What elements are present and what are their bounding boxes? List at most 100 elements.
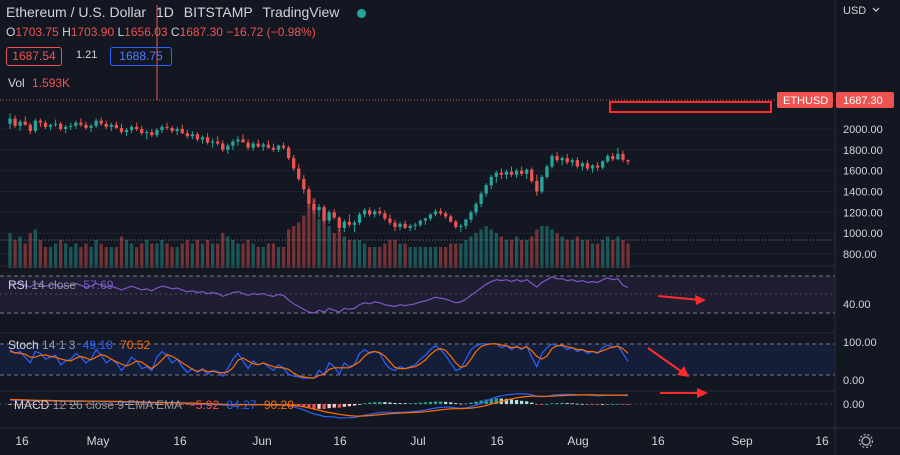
macd-hist-bar — [560, 402, 564, 404]
macd-hist-bar — [53, 404, 58, 405]
macd-hist-bar — [595, 404, 600, 405]
candle — [256, 143, 260, 147]
macd-hist-bar — [8, 404, 12, 405]
volume-bar — [18, 236, 22, 268]
rsi-tick-label: 40.00 — [843, 299, 871, 311]
candle — [43, 122, 48, 127]
candle — [616, 153, 620, 160]
macd-hist-bar — [352, 404, 357, 406]
macd-hist-bar — [626, 404, 630, 405]
volume-bar — [519, 240, 524, 268]
candle — [317, 207, 321, 211]
candle — [53, 123, 58, 125]
candle — [525, 169, 529, 174]
price-tick-label: 800.00 — [843, 249, 877, 261]
volume-bar — [383, 243, 387, 268]
stoch-d-value: 70.52 — [120, 338, 151, 352]
macd-hist-bar — [43, 404, 48, 405]
volume-bar — [200, 243, 205, 268]
macd-hist-bar — [555, 403, 559, 404]
macd-signal-value: 90.20 — [263, 398, 294, 412]
candle — [134, 126, 139, 129]
macd-hist-bar — [530, 402, 534, 404]
candle — [231, 141, 235, 146]
volume-bar — [555, 233, 559, 268]
volume-bar — [99, 243, 103, 268]
ohlc-row: O1703.75 H1703.90 L1656.03 C1687.30 −16.… — [6, 25, 316, 39]
stoch-legend[interactable]: Stoch 14 1 3 49.18 70.52 — [8, 338, 150, 352]
candle — [119, 127, 124, 133]
candle — [342, 221, 346, 228]
volume-bar — [565, 240, 569, 268]
candle — [109, 124, 113, 127]
candlestick-series[interactable] — [8, 113, 630, 233]
rsi-label: RSI — [8, 278, 29, 292]
macd-label: MACD — [14, 398, 50, 412]
candle — [236, 139, 240, 142]
annotation-arrow-rsi[interactable] — [657, 295, 706, 305]
volume-bar — [352, 240, 357, 268]
price-axis[interactable]: 800.00 1000.00 1200.00 1400.00 1600.00 1800.0… — [843, 124, 883, 411]
macd-hist-bar — [327, 404, 331, 409]
volume-bar — [621, 240, 625, 268]
volume-bar — [575, 236, 579, 268]
volume-bar — [626, 243, 630, 268]
candle — [611, 156, 615, 160]
macd-hist-bar — [13, 404, 17, 405]
volume-bar — [570, 240, 574, 268]
volume-bar — [606, 236, 610, 268]
chevron-down-icon[interactable] — [872, 7, 880, 12]
annotation-arrow-macd[interactable] — [660, 388, 708, 398]
volume-bar — [433, 247, 438, 268]
volume-bar — [236, 243, 240, 268]
candle — [312, 203, 316, 211]
candle — [368, 210, 372, 215]
candle — [155, 130, 159, 136]
candle — [79, 122, 83, 125]
macd-hist-bar — [190, 404, 195, 405]
macd-hist-bar — [64, 404, 68, 405]
rsi-legend[interactable]: RSI 14 close 57.69 — [8, 278, 113, 292]
volume-bar — [585, 240, 590, 268]
macd-hist-bar — [332, 404, 336, 408]
macd-legend[interactable]: MACD 12 26 close 9 EMA EMA −5.92 84.27 9… — [14, 398, 294, 412]
volume-bar — [13, 240, 17, 268]
candle — [99, 120, 103, 124]
macd-hist-bar — [114, 404, 119, 405]
settings-icon[interactable] — [858, 433, 874, 449]
close-label: C — [170, 25, 180, 39]
candle — [479, 193, 483, 204]
candle — [545, 166, 549, 177]
macd-hist-bar — [525, 401, 529, 404]
candle — [185, 133, 189, 137]
macd-hist-bar — [109, 404, 113, 405]
buy-button[interactable]: 1688.75 — [110, 47, 172, 66]
volume-bar — [530, 236, 534, 268]
high-value: 1703.90 — [70, 25, 115, 39]
volume-bar — [281, 247, 286, 268]
interval[interactable]: 1D — [155, 4, 174, 20]
stoch-label: Stoch — [8, 338, 39, 352]
stoch-d-line — [9, 343, 629, 379]
price-tag-value-bg — [836, 92, 894, 108]
candle — [585, 163, 590, 169]
time-axis[interactable]: 16 May 16 Jun 16 Jul 16 Aug 16 Sep 16 — [15, 434, 829, 448]
macd-hist-bar — [18, 404, 22, 405]
candle — [469, 212, 473, 220]
high-label: H — [62, 25, 71, 39]
candle — [474, 203, 478, 213]
macd-hist-bar — [312, 404, 316, 409]
sell-button[interactable]: 1687.54 — [6, 47, 62, 66]
candle — [357, 214, 362, 223]
candle — [352, 222, 357, 225]
macd-hist-bar — [519, 400, 524, 404]
candle — [69, 125, 73, 127]
annotation-rectangle[interactable] — [609, 101, 772, 113]
annotation-arrow-stoch[interactable] — [647, 347, 689, 377]
symbol-title[interactable]: Ethereum / U.S. Dollar — [6, 4, 147, 20]
volume-bar — [499, 236, 504, 268]
currency-menu[interactable]: USD — [843, 5, 866, 17]
rsi-params: 14 close — [31, 278, 77, 292]
candle — [575, 160, 579, 167]
